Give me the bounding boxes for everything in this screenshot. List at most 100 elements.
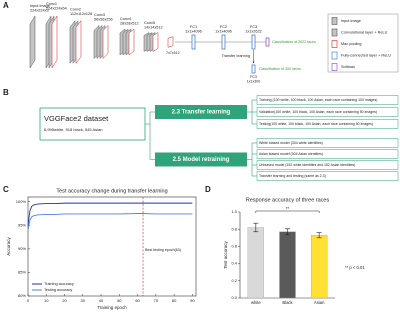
x-tick-label: Asian bbox=[314, 300, 325, 305]
legend-icon bbox=[331, 40, 338, 48]
group-box bbox=[155, 105, 247, 119]
y-axis-label: Test accuracy bbox=[223, 240, 228, 268]
output-label: Classification of 300 faces bbox=[259, 67, 301, 71]
reference-label: Best testing epoch(63) bbox=[145, 248, 181, 252]
output-label: Classification of 2622 faces bbox=[272, 40, 316, 44]
layer-size: 224x224x64 bbox=[46, 7, 67, 11]
note: ** p < 0.01 bbox=[345, 265, 365, 270]
plot-frame bbox=[27, 196, 197, 297]
item-label: Transfer learning and testing (same as 2… bbox=[259, 174, 326, 178]
y-tick-label: 100% bbox=[16, 199, 27, 204]
fc-name: FC3 bbox=[250, 25, 257, 29]
chart-title: Response accuracy of three races bbox=[246, 197, 330, 203]
legend-label: Convolutional layer + ReLU bbox=[341, 31, 388, 35]
legend-label: Max pooling bbox=[341, 42, 361, 46]
layer-size: 28x28x512 bbox=[120, 22, 139, 26]
legend-icon bbox=[331, 63, 338, 71]
significance-label: ** bbox=[286, 206, 290, 211]
x-tick-label: Black bbox=[282, 300, 293, 305]
layer-slab bbox=[102, 24, 109, 60]
layer-name: Input image bbox=[30, 4, 50, 8]
data-line bbox=[27, 213, 193, 231]
y-tick-label: 80% bbox=[18, 293, 26, 298]
dataset-box bbox=[39, 107, 146, 141]
item-box bbox=[256, 171, 399, 181]
layer-size: 112x112x128 bbox=[70, 12, 92, 16]
x-tick-label: 50 bbox=[117, 298, 122, 303]
dataset-subtitle: 6,995white, 518 black, 545 Asian bbox=[44, 127, 103, 132]
panel-label: C bbox=[3, 185, 9, 194]
layer-slab bbox=[152, 32, 159, 52]
fc-name: FC3 bbox=[250, 75, 257, 79]
item-box bbox=[256, 160, 399, 170]
x-tick-label: 90 bbox=[190, 298, 195, 303]
y-tick-label: 85% bbox=[18, 269, 26, 274]
layer-slab bbox=[167, 36, 174, 48]
item-box bbox=[256, 119, 399, 129]
legend-label: Testing accuracy bbox=[44, 288, 72, 292]
item-label: Testing(100 white, 100 black, 100 Asian,… bbox=[259, 122, 373, 126]
layer-slab bbox=[128, 28, 135, 56]
fc-size: 1x1x4096 bbox=[185, 30, 201, 34]
layer-slab bbox=[51, 15, 58, 69]
dataset-title: VGGFace2 dataset bbox=[44, 114, 109, 123]
legend-label: Input image bbox=[341, 19, 361, 23]
y-tick-label: 0.6 bbox=[231, 243, 237, 248]
item-label: Validation(100 white, 100 black, 100 Asi… bbox=[259, 110, 377, 114]
transfer-label: Transfer learning bbox=[221, 54, 250, 58]
layer-slab bbox=[75, 20, 82, 64]
y-tick-label: 95% bbox=[18, 222, 26, 227]
item-box bbox=[256, 149, 399, 159]
fc-name: FC2 bbox=[220, 25, 227, 29]
layer-name: Conv3 bbox=[94, 13, 105, 17]
item-label: Asian biased model (304 Asian identities… bbox=[259, 152, 323, 156]
x-axis-label: Training epoch bbox=[97, 305, 127, 310]
item-box bbox=[256, 138, 399, 148]
fc-size: 1x1x4096 bbox=[215, 30, 231, 34]
item-label: Unbiased model (152 white identities and… bbox=[259, 163, 355, 167]
fc-layer bbox=[251, 34, 256, 50]
legend-icon bbox=[331, 17, 338, 25]
layer-name: Conv2 bbox=[70, 8, 81, 12]
x-tick-label: 0 bbox=[27, 298, 30, 303]
fc-size: 1x1x300 bbox=[247, 79, 261, 83]
legend-label: Training accuracy bbox=[44, 282, 74, 286]
x-tick-label: 40 bbox=[99, 298, 104, 303]
x-tick-label: 60 bbox=[135, 298, 140, 303]
y-tick-label: 0.2 bbox=[231, 278, 237, 283]
fc-name: FC1 bbox=[190, 25, 197, 29]
legend-box bbox=[327, 13, 399, 73]
y-axis-label: Accuracy bbox=[6, 237, 11, 256]
x-tick-label: 30 bbox=[81, 298, 86, 303]
y-tick-label: 0.8 bbox=[231, 226, 237, 231]
legend-icon bbox=[331, 28, 338, 37]
x-tick-label: 70 bbox=[154, 298, 159, 303]
layer-name: Conv5 bbox=[144, 21, 155, 25]
item-label: White biased model (304 white identities… bbox=[259, 141, 323, 145]
fc-layer bbox=[191, 34, 196, 50]
bar bbox=[279, 231, 296, 299]
fc-layer bbox=[251, 64, 256, 74]
x-tick-label: 80 bbox=[172, 298, 177, 303]
panel-label: D bbox=[205, 185, 211, 194]
legend-label: Fully-connected layer + ReLU bbox=[341, 54, 391, 58]
layer-name: Conv4 bbox=[120, 17, 131, 21]
legend-label: Softmax bbox=[341, 65, 355, 69]
pool-size: 7x7x512 bbox=[166, 51, 180, 55]
group-title: 2.3 Transfer learning bbox=[172, 110, 231, 116]
chart-title: Test accuracy change during transfer lea… bbox=[56, 188, 167, 194]
legend-icon bbox=[331, 51, 338, 60]
y-tick-label: 0.0 bbox=[231, 295, 237, 300]
layer-size: 56x56x256 bbox=[94, 17, 113, 21]
x-tick-label: 10 bbox=[44, 298, 49, 303]
bar bbox=[311, 235, 328, 299]
layer-size: 224x224x3 bbox=[30, 9, 49, 13]
y-tick-label: 0.4 bbox=[231, 261, 237, 266]
fc-size: 1x1x2622 bbox=[245, 30, 261, 34]
bar bbox=[247, 227, 264, 299]
softmax bbox=[265, 37, 270, 47]
data-line bbox=[27, 202, 193, 226]
item-label: Training (100 white, 100 black, 100 Asia… bbox=[259, 98, 377, 102]
group-title: 2.5 Model retraining bbox=[173, 157, 230, 163]
